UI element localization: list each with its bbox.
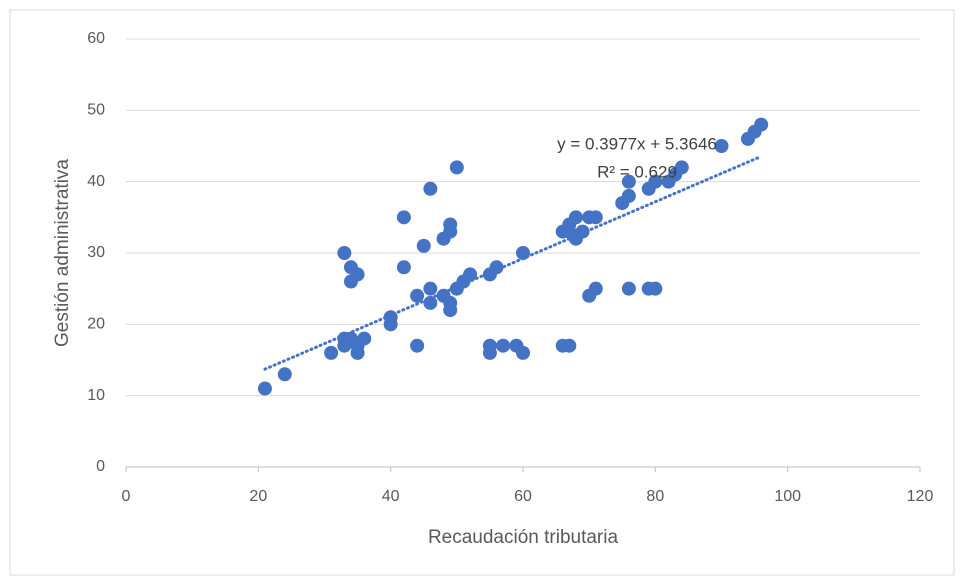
trendline [263,154,763,371]
point [396,210,411,225]
point [568,210,583,225]
point [257,381,272,396]
x-tick-label: 120 [907,488,934,505]
point [648,174,663,189]
point [562,338,577,353]
x-tick-label: 80 [646,488,664,505]
point [410,338,425,353]
x-tick-label: 0 [122,488,131,505]
y-tick-label: 40 [87,173,105,190]
point [443,303,458,318]
point [350,345,365,360]
x-tick-label: 100 [774,488,801,505]
point [337,246,352,260]
point [463,267,478,282]
point [588,281,603,296]
point [674,160,689,175]
y-tick-label: 60 [87,30,105,47]
point [516,345,530,360]
chart-frame [9,9,955,576]
point [648,281,663,296]
point [449,160,464,175]
trendline-r2: R² = 0.629 [597,162,677,181]
point [714,139,729,153]
point [423,281,438,296]
y-tick-label: 10 [87,387,105,404]
point [443,224,458,239]
point [423,181,438,196]
y-tick-label: 0 [96,458,105,475]
point [396,260,411,275]
x-tick-label: 60 [514,488,532,505]
point [621,188,636,203]
trendline-equation: y = 0.3977x + 5.3646 [557,134,717,153]
y-tick-label: 20 [87,316,105,333]
point [383,317,398,332]
point [754,117,769,132]
point [410,288,425,303]
point [416,238,431,253]
point [350,267,365,282]
point [324,345,339,360]
point [489,260,504,275]
x-axis-title: Recaudación tributaria [428,527,619,548]
y-axis-title: Gestión administrativa [52,159,73,347]
point [621,281,636,296]
point [496,338,511,353]
y-tick-label: 30 [87,244,105,261]
point [482,345,497,360]
x-tick-label: 20 [249,488,267,505]
x-tick-label: 40 [382,488,400,505]
point [621,174,636,189]
point [588,210,603,225]
point [357,331,372,346]
point [277,367,292,382]
y-tick-label: 50 [87,102,105,119]
